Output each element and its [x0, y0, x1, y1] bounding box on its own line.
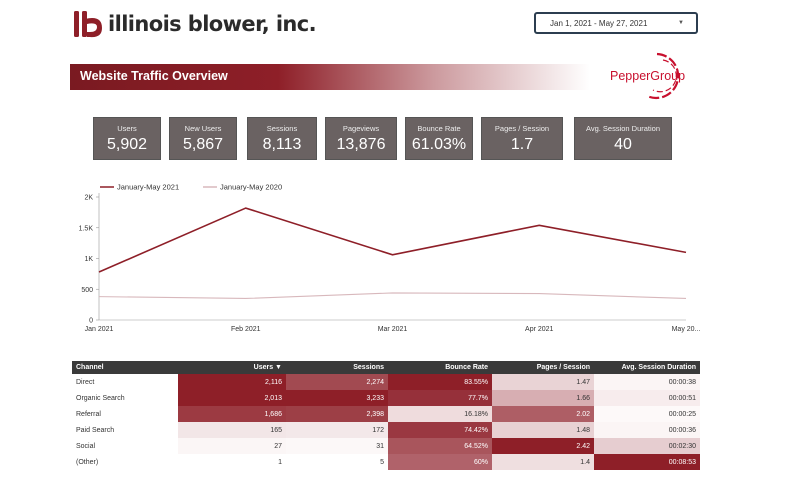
cell-pages-per-session: 1.47 — [492, 374, 594, 390]
channel-table: Channel Users ▼ Sessions Bounce Rate Pag… — [72, 361, 700, 470]
table-row: Referral 1,686 2,398 16.18% 2.02 00:00:25 — [72, 406, 700, 422]
cell-avg-session-duration: 00:00:51 — [594, 390, 700, 406]
cell-channel: Paid Search — [72, 422, 178, 438]
cell-bounce-rate: 60% — [388, 454, 492, 470]
kpi-new-users: New Users 5,867 — [169, 117, 237, 160]
cell-users: 165 — [178, 422, 286, 438]
x-tick-label: Apr 2021 — [525, 326, 554, 333]
cell-users: 2,116 — [178, 374, 286, 390]
kpi-value: 5,867 — [182, 136, 224, 153]
cell-bounce-rate: 16.18% — [388, 406, 492, 422]
cell-users: 1,686 — [178, 406, 286, 422]
company-name: illinois blower, inc. — [108, 12, 317, 36]
kpi-pageviews: Pageviews 13,876 — [325, 117, 397, 160]
table-header-row: Channel Users ▼ Sessions Bounce Rate Pag… — [72, 361, 700, 374]
traffic-line-chart: 0 500 1K 1.5K 2K Jan 2021 Feb 2021 Mar 2021 Apr … — [79, 183, 701, 334]
kpi-label: Avg. Session Duration — [585, 124, 661, 133]
legend-label: January-May 2020 — [220, 183, 282, 192]
column-header-pages-per-session[interactable]: Pages / Session — [492, 361, 594, 374]
y-tick-label: 1.5K — [79, 225, 94, 232]
series-line-2020 — [98, 292, 687, 300]
cell-sessions: 5 — [286, 454, 388, 470]
cell-bounce-rate: 64.52% — [388, 438, 492, 454]
cell-bounce-rate: 83.55% — [388, 374, 492, 390]
cell-channel: Social — [72, 438, 178, 454]
cell-pages-per-session: 2.42 — [492, 438, 594, 454]
x-tick-label: Mar 2021 — [378, 326, 408, 333]
x-tick-label: May 20... — [672, 326, 701, 333]
column-header-users[interactable]: Users ▼ — [178, 361, 286, 374]
company-logo-mark-icon — [74, 11, 102, 38]
cell-avg-session-duration: 00:00:38 — [594, 374, 700, 390]
kpi-label: New Users — [184, 124, 222, 133]
series-line-2021 — [98, 207, 687, 273]
legend-label: January-May 2021 — [117, 183, 179, 192]
column-header-avg-session-duration[interactable]: Avg. Session Duration — [594, 361, 700, 374]
table-row: Paid Search 165 172 74.42% 1.48 00:00:36 — [72, 422, 700, 438]
x-tick-label: Feb 2021 — [231, 326, 261, 333]
cell-channel: Direct — [72, 374, 178, 390]
kpi-label: Bounce Rate — [417, 124, 461, 133]
cell-sessions: 3,233 — [286, 390, 388, 406]
cell-channel: Organic Search — [72, 390, 178, 406]
column-header-channel[interactable]: Channel — [72, 361, 178, 374]
pepper-group-logo-text: PepperGroup — [610, 69, 685, 83]
cell-avg-session-duration: 00:02:30 — [594, 438, 700, 454]
cell-avg-session-duration: 00:00:36 — [594, 422, 700, 438]
kpi-avg-session-duration: Avg. Session Duration 40 — [574, 117, 672, 160]
table-row: Direct 2,116 2,274 83.55% 1.47 00:00:38 — [72, 374, 700, 390]
kpi-value: 5,902 — [106, 136, 148, 153]
cell-users: 27 — [178, 438, 286, 454]
cell-channel: (Other) — [72, 454, 178, 470]
report-title-bar: Website Traffic Overview — [70, 64, 590, 90]
cell-sessions: 2,398 — [286, 406, 388, 422]
column-header-sessions[interactable]: Sessions — [286, 361, 388, 374]
kpi-label: Users — [117, 124, 137, 133]
kpi-sessions: Sessions 8,113 — [247, 117, 317, 160]
kpi-value: 1.7 — [510, 136, 534, 153]
cell-users: 2,013 — [178, 390, 286, 406]
kpi-label: Pageviews — [342, 124, 380, 133]
cell-pages-per-session: 2.02 — [492, 406, 594, 422]
y-tick-label: 1K — [84, 256, 93, 263]
table-row: Social 27 31 64.52% 2.42 00:02:30 — [72, 438, 700, 454]
table-row: Organic Search 2,013 3,233 77.7% 1.66 00:00:5… — [72, 390, 700, 406]
cell-avg-session-duration: 00:00:25 — [594, 406, 700, 422]
y-tick-label: 500 — [81, 287, 93, 294]
date-range-picker[interactable]: Jan 1, 2021 - May 27, 2021 ▼ — [534, 12, 698, 34]
kpi-value: 40 — [614, 136, 632, 153]
cell-sessions: 2,274 — [286, 374, 388, 390]
cell-bounce-rate: 74.42% — [388, 422, 492, 438]
dropdown-arrow-icon: ▼ — [678, 20, 684, 26]
cell-users: 1 — [178, 454, 286, 470]
kpi-users: Users 5,902 — [93, 117, 161, 160]
column-header-bounce-rate[interactable]: Bounce Rate — [388, 361, 492, 374]
cell-pages-per-session: 1.66 — [492, 390, 594, 406]
kpi-value: 8,113 — [262, 136, 302, 153]
cell-sessions: 31 — [286, 438, 388, 454]
cell-pages-per-session: 1.4 — [492, 454, 594, 470]
report-title: Website Traffic Overview — [80, 69, 228, 83]
kpi-label: Pages / Session — [494, 124, 550, 133]
date-range-value: Jan 1, 2021 - May 27, 2021 — [550, 18, 648, 28]
table-row: (Other) 1 5 60% 1.4 00:08:53 — [72, 454, 700, 470]
cell-pages-per-session: 1.48 — [492, 422, 594, 438]
kpi-value: 13,876 — [336, 136, 386, 153]
cell-channel: Referral — [72, 406, 178, 422]
kpi-bounce-rate: Bounce Rate 61.03% — [405, 117, 473, 160]
cell-avg-session-duration: 00:08:53 — [594, 454, 700, 470]
kpi-label: Sessions — [266, 124, 298, 133]
kpi-value: 61.03% — [411, 136, 467, 153]
x-tick-label: Jan 2021 — [85, 326, 114, 333]
cell-sessions: 172 — [286, 422, 388, 438]
kpi-pages-per-session: Pages / Session 1.7 — [481, 117, 563, 160]
company-logo: illinois blower, inc. — [72, 8, 317, 40]
y-tick-label: 2K — [84, 195, 93, 202]
cell-bounce-rate: 77.7% — [388, 390, 492, 406]
pepper-group-logo: PepperGroup — [610, 52, 685, 100]
y-tick-label: 0 — [89, 318, 93, 325]
